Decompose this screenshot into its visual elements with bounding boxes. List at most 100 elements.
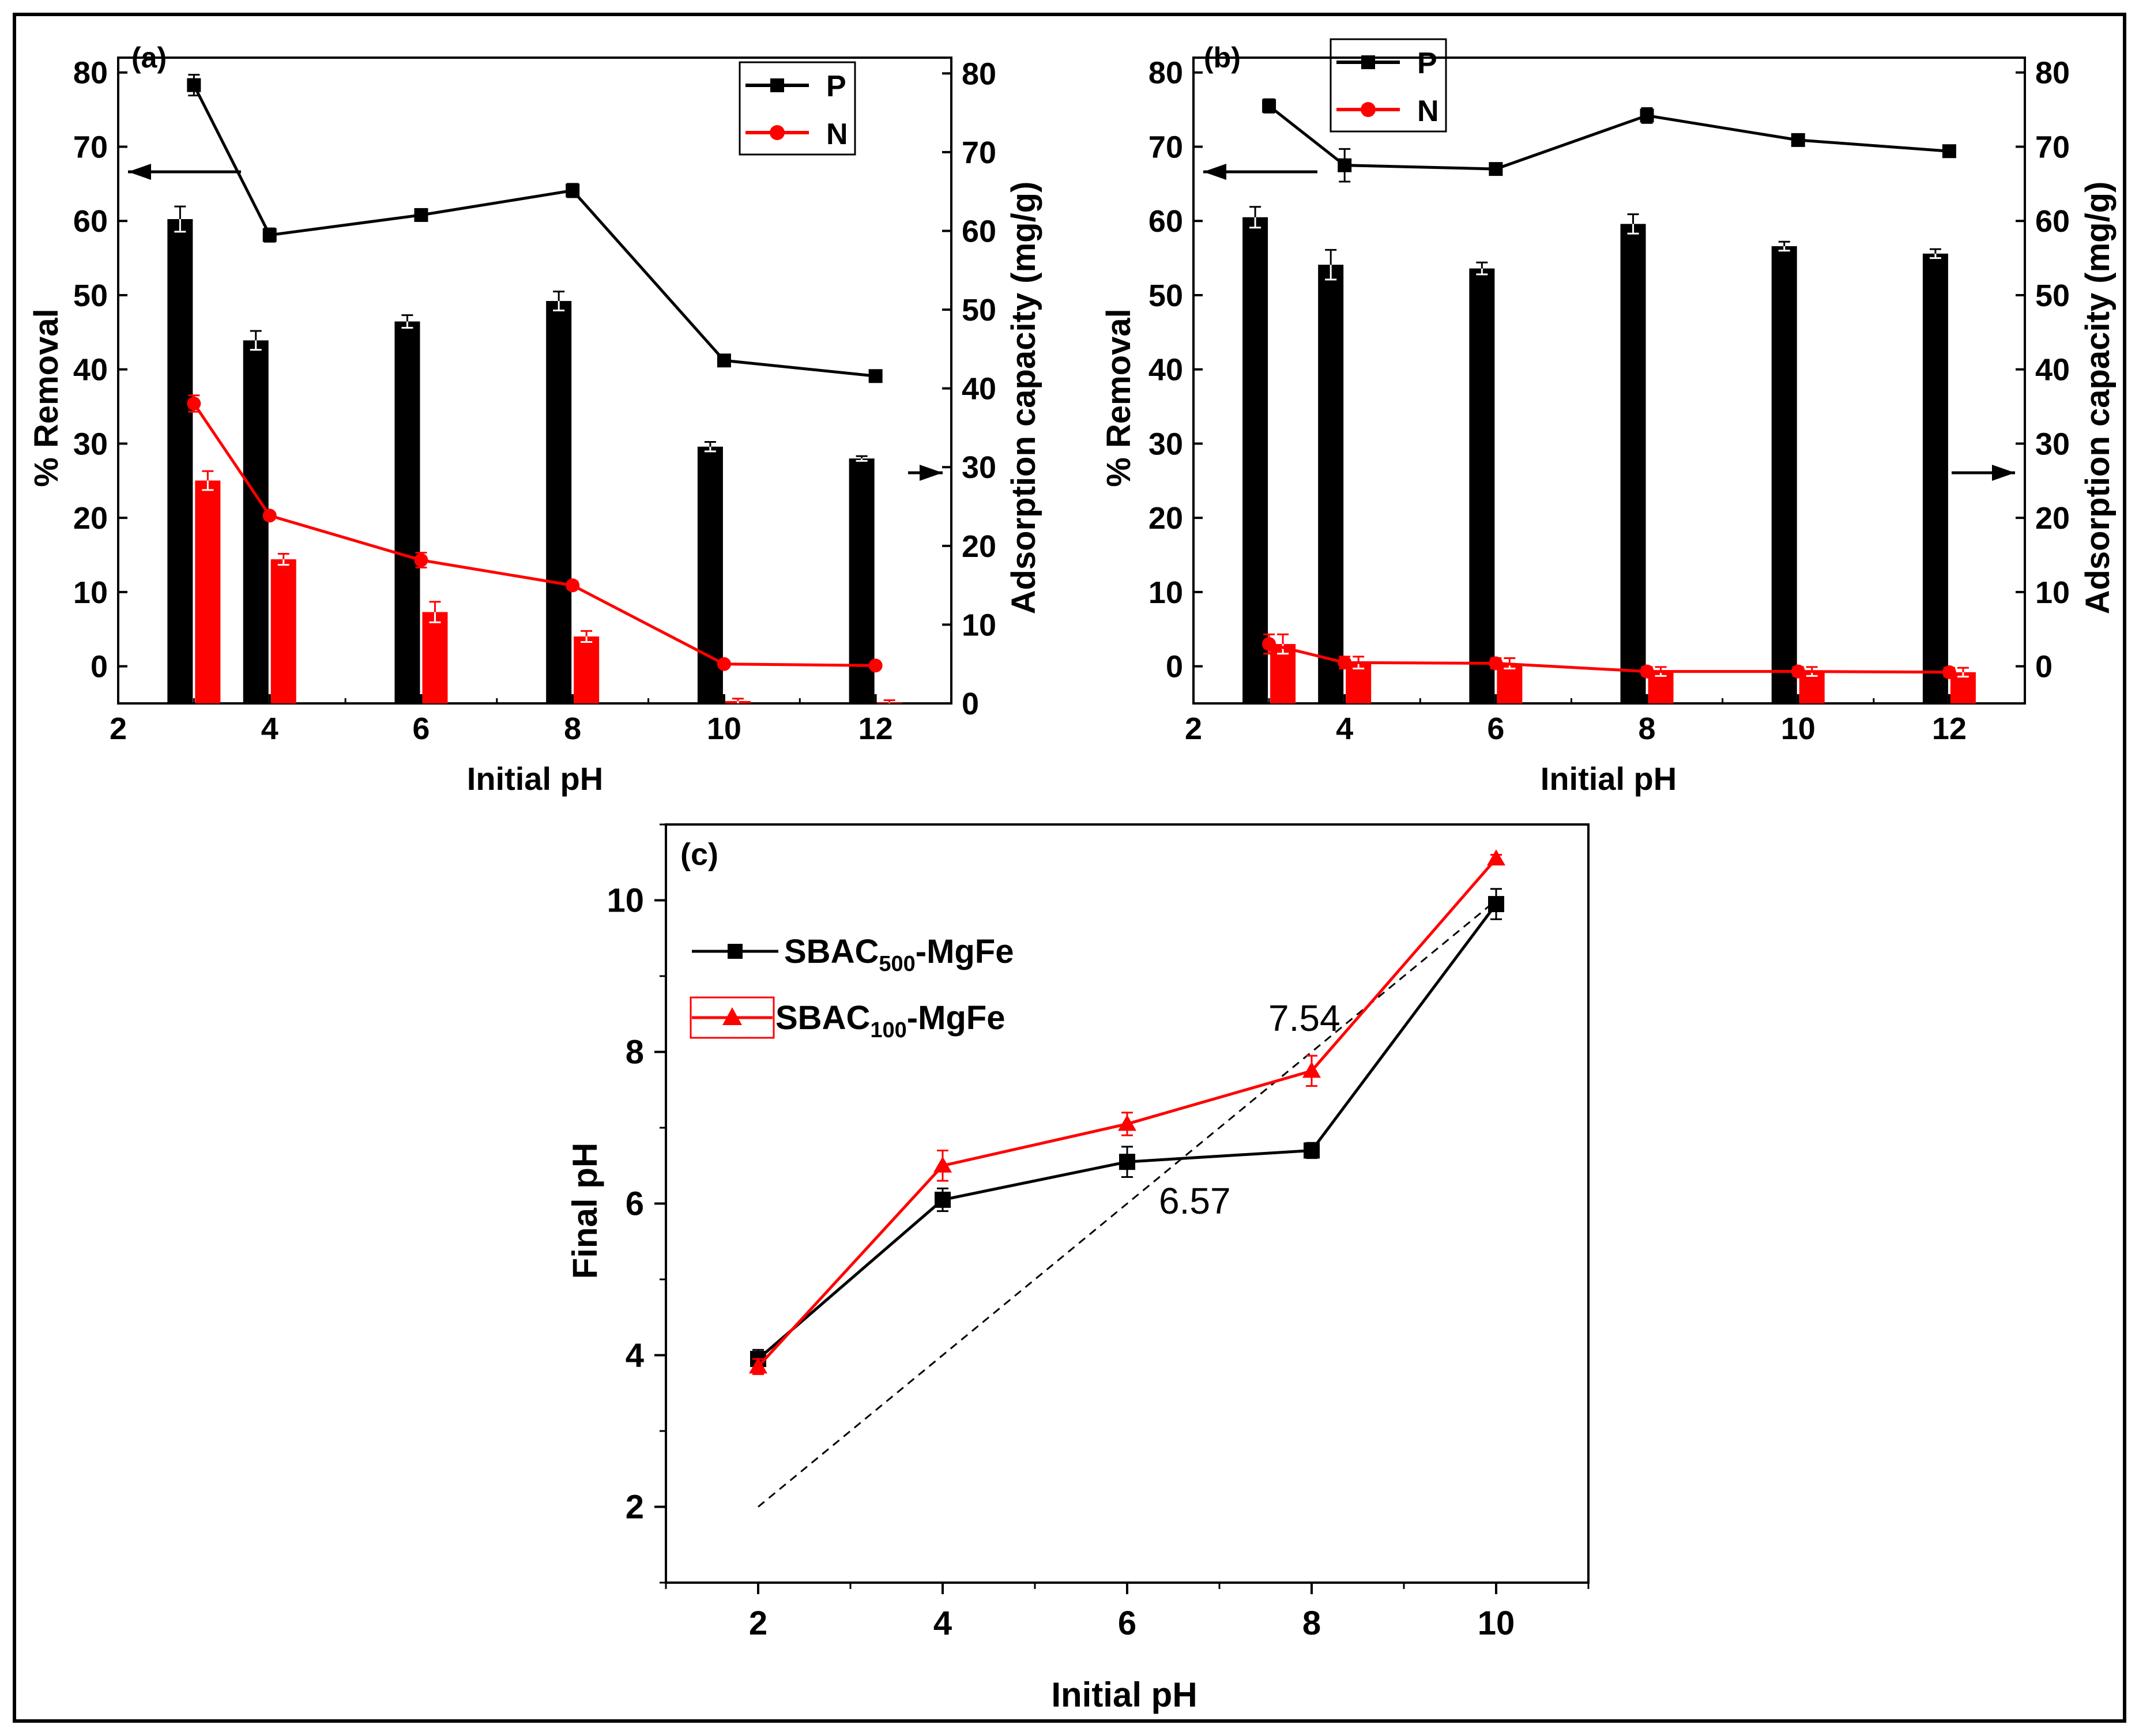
panel-a-point-n: [566, 578, 580, 593]
panel-b-xtick-label: 10: [1781, 711, 1816, 746]
panel-c-legend: SBAC500-MgFe SBAC100-MgFe: [690, 933, 1014, 1042]
panel-b-point-p: [1338, 158, 1352, 172]
panel-b-point-p: [1942, 144, 1956, 159]
panel-a-point-p: [262, 228, 277, 242]
panel-a-point-p: [414, 208, 428, 222]
panel-b-point-n: [1262, 637, 1276, 652]
panel-a-bar-p: [167, 219, 193, 703]
panel-b-ytick-left-label: 40: [1148, 353, 1183, 387]
panel-a-arrow-left-head: [128, 164, 151, 180]
panel-a-legend-marker-n: [770, 125, 785, 140]
panel-b-ytick-left-label: 10: [1148, 575, 1183, 610]
panel-b-xtick-label: 12: [1932, 711, 1967, 746]
panel-a-ytick-left-label: 40: [73, 353, 108, 387]
panel-b-point-p: [1262, 99, 1276, 113]
panel-b-xtick-label: 8: [1639, 711, 1656, 746]
panel-c-legend-label-1-main: SBAC: [784, 933, 879, 970]
panel-c-point-2: [1302, 1061, 1321, 1078]
panel-c-annotation-754: 7.54: [1268, 997, 1340, 1039]
panel-a-point-n: [187, 396, 201, 411]
panel-b-point-n: [1942, 665, 1956, 679]
panel-c-ylabel: Final pH: [566, 1143, 604, 1279]
panel-a-ytick-right-label: 50: [962, 293, 996, 327]
panel-a-ytick-right-label: 0: [962, 687, 979, 721]
panel-b-xtick-label: 6: [1487, 711, 1504, 746]
panel-c-legend-label-1-sub: 500: [879, 952, 915, 976]
panel-a-point-p: [566, 183, 580, 198]
panel-b-legend-box: [1330, 38, 1447, 133]
panel-a-bar-n: [422, 612, 448, 703]
figure-border: [13, 13, 2126, 1723]
panel-b-point-p: [1640, 108, 1654, 123]
panel-a-xtick-label: 12: [858, 711, 893, 746]
panel-b-ytick-right-label: 10: [2035, 575, 2070, 610]
panel-b-ytick-left-label: 60: [1148, 204, 1183, 239]
panel-c-legend-label-2-main: SBAC: [775, 999, 870, 1037]
panel-c-legend-label-1: SBAC500-MgFe: [784, 933, 1014, 976]
panel-b-legend-marker-n: [1361, 102, 1376, 117]
panel-a-ylabel-right: Adsorption capacity (mg/g): [1005, 182, 1042, 615]
panel-a-bar-n: [195, 480, 221, 703]
panel-c-legend-label-2-rest: -MgFe: [907, 999, 1006, 1037]
panel-a-line-n: [193, 402, 876, 667]
panel-b-legend-label-p: P: [1417, 47, 1437, 80]
panel-b-plot-frame: [1192, 57, 2026, 705]
panel-a-legend-box: [739, 61, 856, 156]
panel-a-point-p: [868, 369, 883, 383]
panel-c-point-1: [1304, 1142, 1320, 1159]
panel-b-bar-n: [1346, 662, 1372, 703]
panel-b-bar-p: [1469, 268, 1495, 703]
panel-b-ytick-right-label: 70: [2035, 130, 2070, 164]
panel-b-point-p: [1791, 133, 1805, 147]
panel-a-ytick-left-label: 20: [73, 501, 108, 536]
panel-c-legend-label-2: SBAC100-MgFe: [775, 999, 1006, 1042]
panel-b-arrow-right-head: [1992, 465, 2015, 481]
panel-b-ytick-right-label: 40: [2035, 353, 2070, 387]
panel-a-legend-label-n: N: [826, 118, 848, 151]
panel-a-point-n: [262, 509, 277, 523]
panel-b-bar-p: [1318, 265, 1344, 703]
panel-b-bar-p: [1922, 253, 1948, 703]
panel-c-ytick-label: 4: [626, 1337, 644, 1375]
panel-c-point-2: [1118, 1114, 1136, 1131]
panel-c-legend-marker-1: [728, 944, 743, 959]
panel-b-xtick-label: 2: [1185, 711, 1202, 746]
panel-a-xtick-label: 6: [412, 711, 430, 746]
panel-b-bar-n: [1497, 663, 1523, 703]
panel-b-ytick-left-label: 70: [1148, 130, 1183, 164]
panel-a-point-p: [187, 78, 201, 92]
panel-a-legend-label-p: P: [826, 70, 846, 103]
panel-c-xtick-label: 10: [1478, 1605, 1515, 1642]
panel-b-line-p: [1268, 104, 1950, 171]
panel-a-point-p: [717, 353, 731, 368]
panel-a-bar-n: [574, 636, 600, 703]
panel-b-ytick-left-label: 30: [1148, 427, 1183, 461]
panel-a-ytick-right-label: 60: [962, 214, 996, 248]
panel-c-point-2: [749, 1357, 767, 1374]
panel-c-xtick-label: 2: [749, 1605, 767, 1642]
panel-a-bar-p: [243, 340, 269, 703]
panel-b-ytick-left-label: 20: [1148, 501, 1183, 536]
panel-c-ytick-label: 2: [626, 1489, 644, 1526]
panel-c-xtick-label: 6: [1118, 1605, 1136, 1642]
panel-b-point-n: [1791, 664, 1805, 679]
panel-a-ytick-right-label: 70: [962, 135, 996, 170]
panel-c-xtick-label: 4: [933, 1605, 952, 1642]
panel-b-xtick-label: 4: [1336, 711, 1353, 746]
panel-a-ytick-left-label: 0: [91, 650, 108, 684]
panel-a-ytick-left-label: 30: [73, 427, 108, 461]
panel-c-annotation-657: 6.57: [1159, 1180, 1231, 1222]
panel-a-ytick-right-label: 20: [962, 529, 996, 564]
panel-b-bar-n: [1799, 671, 1825, 703]
panel-a-chart: (a) Initial pH % Removal Adsorption capa…: [28, 42, 1042, 797]
panel-b-bar-n: [1648, 671, 1674, 703]
panel-b-ytick-right-label: 80: [2035, 56, 2070, 91]
panel-c-point-1: [935, 1191, 951, 1208]
panel-b-legend: P N: [1330, 38, 1447, 133]
panel-b-ytick-left-label: 0: [1166, 650, 1183, 684]
panel-b-ytick-left-label: 80: [1148, 56, 1183, 91]
panel-b-ylabel-left: % Removal: [1100, 308, 1138, 487]
panel-b-legend-label-n: N: [1417, 95, 1439, 128]
panel-c-chart: (c) Initial pH Final pH SBAC500-MgFe SBA…: [566, 823, 1590, 1714]
